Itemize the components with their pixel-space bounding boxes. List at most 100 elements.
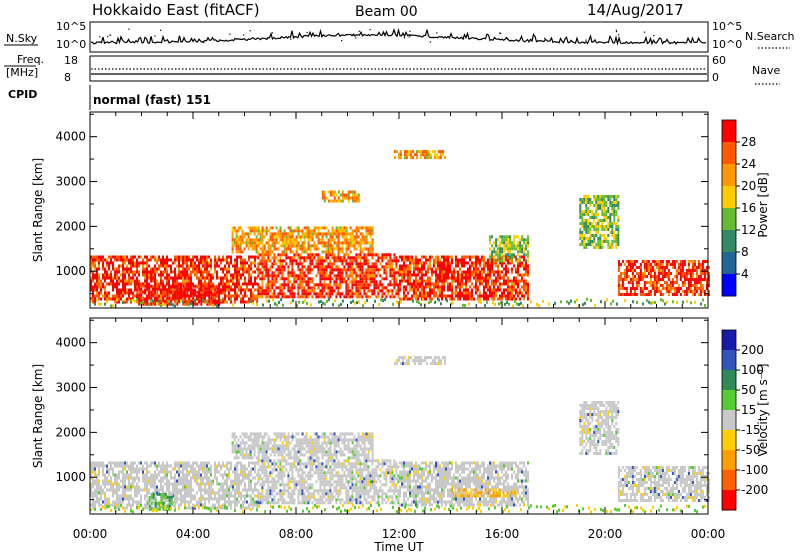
echo-cell (198, 464, 200, 468)
echo-cell (283, 250, 286, 254)
echo-cell (409, 153, 412, 157)
echo-cell (319, 226, 322, 230)
echo-cell (367, 277, 370, 281)
echo-cell (519, 244, 522, 248)
echo-cell (279, 286, 282, 290)
echo-cell (108, 500, 110, 504)
echo-cell (315, 232, 318, 236)
echo-cell (683, 272, 686, 275)
nave-label: Nave (752, 64, 780, 77)
echo-cell (597, 195, 600, 198)
echo-cell (311, 280, 314, 284)
echo-cell (341, 277, 344, 281)
echo-cell (210, 261, 212, 265)
echo-cell (480, 300, 482, 304)
echo-cell (523, 253, 526, 257)
echo-cell (673, 290, 676, 293)
echo-cell (503, 244, 506, 248)
echo-cell (250, 299, 252, 303)
echo-cell (261, 262, 264, 266)
echo-cell (477, 270, 479, 274)
echo-cell (359, 292, 362, 296)
echo-cell (301, 268, 304, 272)
echo-cell (515, 276, 517, 280)
echo-cell (425, 297, 427, 301)
echo-cell (301, 286, 304, 290)
echo-cell (369, 268, 372, 272)
echo-cell (339, 193, 342, 197)
echo-cell (627, 281, 630, 284)
echo-cell (273, 262, 276, 266)
echo-cell (261, 286, 264, 290)
echo-cell (617, 234, 620, 237)
echo-cell (204, 270, 206, 274)
echo-cell (254, 279, 256, 283)
echo-cell (597, 204, 600, 207)
echo-cell (150, 479, 152, 483)
echo-cell (166, 296, 169, 300)
echo-cell (481, 273, 483, 277)
echo-cell (255, 235, 258, 239)
echo-cell (331, 250, 334, 254)
echo-cell (307, 247, 310, 251)
echo-cell (255, 244, 258, 248)
echo-cell (120, 461, 122, 465)
echo-cell (363, 286, 366, 290)
echo-cell (489, 276, 491, 280)
echo-cell (182, 296, 185, 300)
echo-cell (503, 241, 506, 245)
echo-cell (582, 303, 584, 307)
echo-cell (100, 297, 102, 301)
echo-cell (230, 258, 232, 262)
echo-cell (693, 260, 696, 263)
echo-cell (397, 259, 400, 263)
echo-cell (489, 270, 491, 274)
echo-cell (134, 299, 136, 303)
echo-cell (303, 292, 306, 296)
echo-cell (271, 271, 274, 275)
echo-cell (515, 288, 517, 292)
echo-cell (355, 259, 358, 263)
echo-cell (335, 244, 338, 248)
echo-cell (527, 241, 530, 245)
echo-cell (655, 260, 658, 263)
echo-cell (92, 476, 94, 480)
echo-cell (491, 244, 494, 248)
echo-cell (649, 269, 652, 272)
echo-cell (234, 270, 236, 274)
echo-cell (299, 283, 302, 287)
echo-cell (116, 482, 118, 486)
echo-cell (513, 244, 516, 248)
echo-cell (471, 270, 473, 274)
echo-cell (212, 296, 215, 300)
echo-cell (110, 503, 112, 507)
echo-cell (250, 297, 252, 301)
echo-cell (685, 287, 688, 290)
echo-cell (317, 295, 320, 299)
echo-cell (367, 274, 370, 278)
echo-cell (491, 261, 493, 265)
echo-cell (306, 302, 308, 305)
echo-cell (196, 270, 198, 274)
echo-cell (389, 295, 392, 299)
echo-cell (367, 289, 370, 293)
echo-cell (271, 238, 274, 242)
echo-cell (158, 287, 161, 291)
echo-cell (132, 273, 134, 277)
echo-cell (625, 293, 628, 296)
echo-cell (136, 293, 139, 297)
echo-cell (234, 288, 236, 292)
echo-cell (112, 288, 114, 292)
echo-cell (277, 229, 280, 233)
echo-cell (248, 300, 250, 304)
echo-cell (226, 279, 228, 283)
echo-cell (289, 244, 292, 248)
echo-cell (96, 298, 98, 302)
echo-cell (251, 244, 254, 248)
echo-cell (303, 256, 306, 260)
echo-cell (441, 291, 443, 295)
echo-cell (667, 263, 670, 266)
echo-cell (457, 261, 459, 265)
echo-cell (140, 261, 142, 265)
echo-cell (507, 256, 510, 260)
